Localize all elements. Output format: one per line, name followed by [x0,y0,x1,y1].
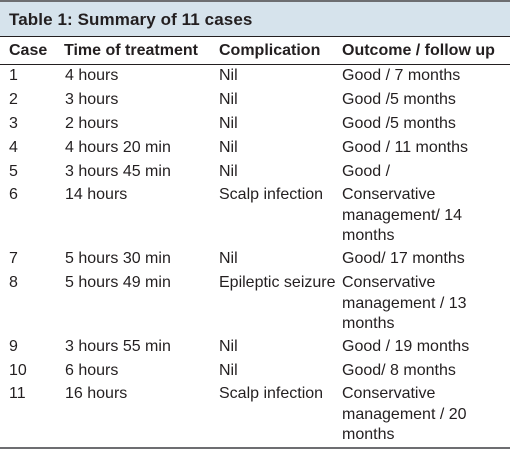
cell-outcome: Good / 11 months [342,139,468,156]
cell-case: 2 [9,91,18,108]
cell-time: 14 hours [65,186,128,203]
cell-outcome: Good/ 17 months [342,250,465,267]
cell-complication: Nil [219,362,238,379]
cell-case: 4 [9,139,18,156]
cell-complication: Nil [219,163,238,180]
cell-complication: Scalp infection [219,186,324,203]
table-bottom-rule [0,447,510,449]
cell-outcome: Good / 19 months [342,338,470,355]
cell-complication: Epileptic seizure [219,274,336,291]
cell-case: 11 [9,385,26,402]
cell-time: 3 hours 45 min [65,163,171,180]
cell-case: 1 [9,67,18,84]
cell-time: 3 hours 55 min [65,338,171,355]
cell-outcome: Conservative management / 20 months [342,385,467,443]
cell-time: 4 hours [65,67,119,84]
cell-time: 5 hours 49 min [65,274,171,291]
cell-outcome: Good/ 8 months [342,362,456,379]
cell-time: 6 hours [65,362,119,379]
header-outcome: Outcome / follow up [342,42,495,59]
cell-case: 7 [9,250,18,267]
cell-complication: Nil [219,115,238,132]
cell-complication: Nil [219,250,238,267]
cell-outcome: Conservative management/ 14 months [342,186,463,244]
cell-time: 16 hours [65,385,128,402]
header-complication: Complication [219,42,321,59]
cell-time: 5 hours 30 min [65,250,171,267]
cell-case: 3 [9,115,18,132]
cell-outcome: Good / 7 months [342,67,461,84]
table-caption: Table 1: Summary of 11 cases [0,0,510,36]
header-case: Case [9,42,48,59]
cell-complication: Nil [219,338,238,355]
cell-case: 10 [9,362,27,379]
cell-complication: Nil [219,67,238,84]
cell-time: 2 hours [65,115,119,132]
cell-case: 5 [9,163,18,180]
cell-complication: Scalp infection [219,385,324,402]
cell-time: 3 hours [65,91,119,108]
cell-outcome: Good /5 months [342,91,456,108]
cell-outcome: Good / [342,163,391,180]
header-time-of-treatment: Time of treatment [64,42,198,59]
table-header-row: Case Time of treatment Complication Outc… [0,36,510,65]
cell-outcome: Good /5 months [342,115,456,132]
cell-case: 9 [9,338,18,355]
cell-case: 8 [9,274,18,291]
cell-case: 6 [9,186,18,203]
cell-complication: Nil [219,91,238,108]
cell-complication: Nil [219,139,238,156]
cell-outcome: Conservative management / 13 months [342,274,467,332]
cell-time: 4 hours 20 min [65,139,171,156]
